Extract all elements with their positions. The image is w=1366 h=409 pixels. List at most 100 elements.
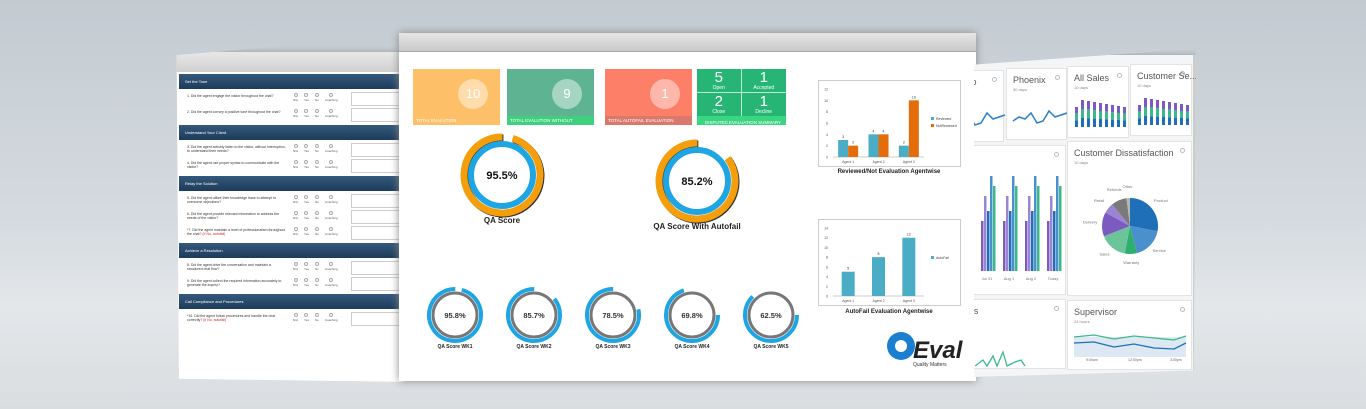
answer-radio[interactable]: N/A [293,262,298,271]
radio-icon[interactable] [329,278,334,282]
radio-icon[interactable] [329,160,334,164]
radio-icon[interactable] [304,227,309,231]
comment-box[interactable] [351,261,404,275]
radio-icon[interactable] [314,93,319,97]
disputed-item[interactable]: 1 Decline [742,93,787,116]
answer-radio[interactable]: No [314,211,319,220]
radio-icon[interactable] [314,227,319,231]
radio-icon[interactable] [293,227,298,231]
radio-icon[interactable] [304,262,309,266]
answer-radio[interactable]: N/A [293,211,298,220]
answer-radio[interactable]: N/A [293,313,298,322]
radio-icon[interactable] [329,109,334,113]
form-section-header[interactable]: Achieve a Resolution [179,243,404,258]
radio-icon[interactable] [329,262,334,266]
radio-icon[interactable] [304,109,309,113]
answer-radio[interactable]: Coaching [325,262,338,271]
answer-radio[interactable]: N/A [293,144,298,153]
summary-tile[interactable]: Phoenix 30 days [1006,68,1068,140]
stat-tile[interactable]: 10 TOTAL EVALUTION [413,69,500,125]
comment-box[interactable] [351,277,404,291]
comment-box[interactable] [351,210,404,224]
disputed-item[interactable]: 1 Accepted [741,69,786,93]
comment-box[interactable] [351,108,404,122]
answer-radio[interactable]: Yes [304,278,309,287]
answer-radio[interactable]: N/A [293,195,298,204]
answer-radio[interactable]: Yes [304,227,309,236]
answer-radio[interactable]: N/A [293,93,298,102]
answer-radio[interactable]: No [314,93,319,102]
answer-radio[interactable]: No [314,144,319,153]
answer-radio[interactable]: N/A [293,160,298,169]
disputed-item[interactable]: 5 Open [697,69,742,93]
summary-tile[interactable]: ncisco [974,70,1006,142]
radio-icon[interactable] [314,211,319,215]
answer-radio[interactable]: Yes [304,160,309,169]
answer-radio[interactable]: Coaching [325,313,338,322]
radio-icon[interactable] [314,278,319,282]
radio-icon[interactable] [314,144,319,148]
answer-radio[interactable]: No [314,313,319,322]
radio-icon[interactable] [293,262,298,266]
supervisor-tile[interactable]: Supervisor 24 hours 9:00am 12:00pm 3:00pm [1067,300,1192,370]
answer-radio[interactable]: No [314,278,319,287]
answer-radio[interactable]: No [314,109,319,118]
radio-icon[interactable] [304,211,309,215]
radio-icon[interactable] [329,313,334,317]
radio-icon[interactable] [329,211,334,215]
comment-box[interactable] [351,312,404,326]
disputed-item[interactable]: 2 Close [697,93,742,116]
radio-icon[interactable] [293,93,298,97]
answer-radio[interactable]: Coaching [325,195,338,204]
radio-icon[interactable] [314,109,319,113]
comment-box[interactable] [351,92,404,106]
answer-radio[interactable]: Yes [304,211,309,220]
radio-icon[interactable] [293,313,298,317]
summary-tile[interactable]: All Sales 10 days [1067,66,1129,138]
answer-radio[interactable]: Coaching [325,227,338,236]
radio-icon[interactable] [304,278,309,282]
answer-radio[interactable]: Coaching [325,278,338,287]
answer-radio[interactable]: Coaching [325,211,338,220]
answer-radio[interactable]: No [314,195,319,204]
answer-radio[interactable]: No [314,160,319,169]
form-section-header[interactable]: Understand Your Client [179,125,404,140]
radio-icon[interactable] [314,262,319,266]
radio-icon[interactable] [293,160,298,164]
comment-box[interactable] [351,226,404,240]
comment-box[interactable] [351,143,404,157]
form-section-header[interactable]: Relay the Solution [179,176,404,191]
radio-icon[interactable] [304,144,309,148]
radio-icon[interactable] [314,160,319,164]
comment-box[interactable] [351,159,404,173]
summary-tile[interactable]: Customer Se... 10 days [1130,64,1196,136]
disputed-summary-tile[interactable]: 5 Open 1 Accepted 2 Close 1 Decline DISPUTED EVA… [697,69,786,125]
customer-dissatisfaction-tile[interactable]: Customer Dissatisfaction 10 days Product Se… [1067,141,1192,296]
radio-icon[interactable] [314,313,319,317]
radio-icon[interactable] [293,278,298,282]
radio-icon[interactable] [329,93,334,97]
radio-icon[interactable] [293,195,298,199]
answer-radio[interactable]: Yes [304,109,309,118]
radio-icon[interactable] [304,313,309,317]
answer-radio[interactable]: N/A [293,278,298,287]
radio-icon[interactable] [329,195,334,199]
form-section-header[interactable]: Call Compliance and Procedures [179,294,404,309]
radio-icon[interactable] [304,195,309,199]
answer-radio[interactable]: Yes [304,144,309,153]
radio-icon[interactable] [314,195,319,199]
radio-icon[interactable] [293,211,298,215]
answer-radio[interactable]: Coaching [325,109,338,118]
answer-radio[interactable]: Yes [304,195,309,204]
answer-radio[interactable]: Coaching [325,144,338,153]
answer-radio[interactable]: N/A [293,109,298,118]
grouped-bar-tile[interactable]: Jul 31 Aug 1 Aug 2 Today [974,145,1066,295]
answer-radio[interactable]: Coaching [325,93,338,102]
radio-icon[interactable] [304,160,309,164]
comment-box[interactable] [351,194,404,208]
answer-radio[interactable]: N/A [293,227,298,236]
radio-icon[interactable] [293,109,298,113]
radio-icon[interactable] [329,144,334,148]
answer-radio[interactable]: Coaching [325,160,338,169]
answer-radio[interactable]: No [314,262,319,271]
